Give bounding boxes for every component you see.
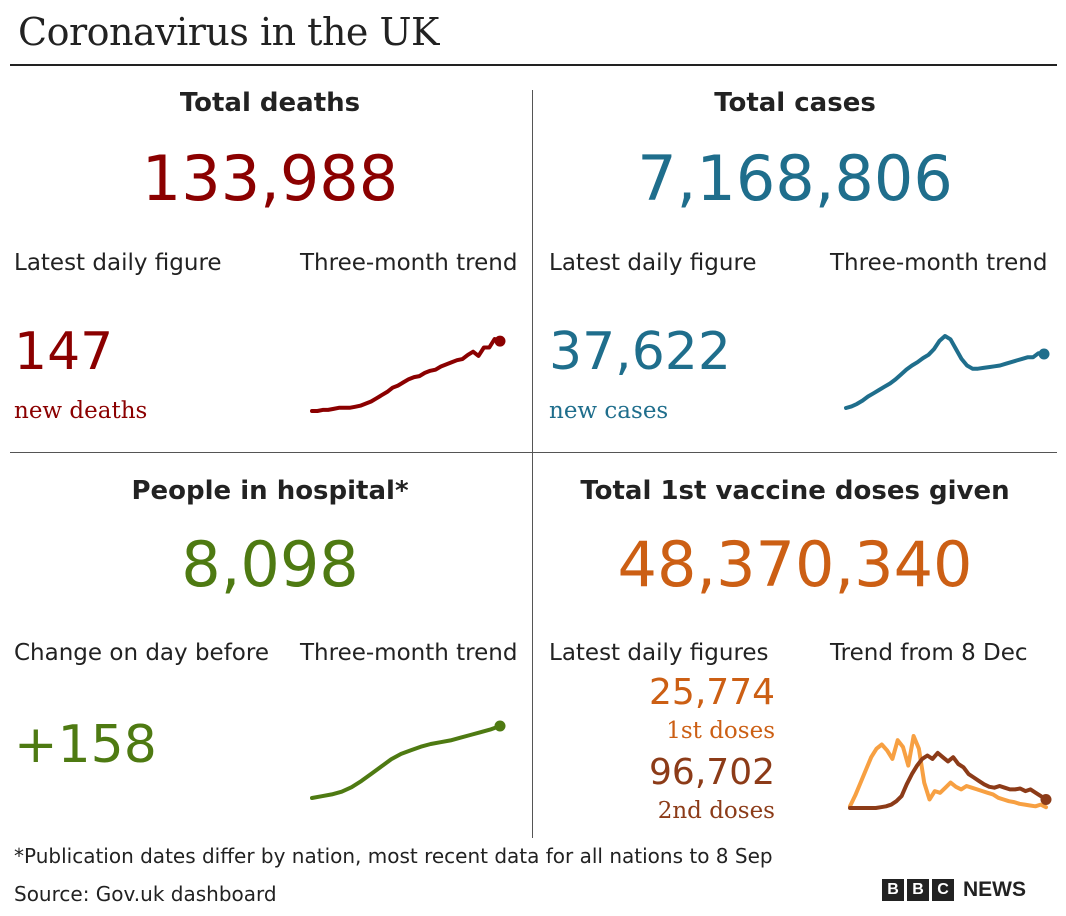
bbc-letter-b1: B [882, 879, 904, 901]
vaccine-trend-label: Trend from 8 Dec [830, 640, 1028, 666]
vaccine-second-value: 96,702 [649, 752, 775, 793]
horizontal-divider [10, 452, 1057, 453]
hospital-latest-label: Change on day before [14, 640, 269, 666]
deaths-trend-chart [310, 335, 506, 413]
deaths-total: 133,988 [141, 142, 399, 215]
deaths-latest-value: 147 [14, 322, 114, 382]
deaths-end-dot [494, 335, 506, 347]
cases-trend-label: Three-month trend [830, 250, 1048, 276]
cases-latest-unit: new cases [549, 398, 669, 424]
cases-total: 7,168,806 [637, 142, 953, 215]
cases-latest-label: Latest daily figure [549, 250, 757, 276]
hospital-trend-chart [310, 720, 506, 800]
cases-heading: Total cases [714, 88, 876, 118]
source-note: Source: Gov.uk dashboard [14, 882, 277, 906]
vaccine-first-unit: 1st doses [666, 718, 775, 744]
cases-series-line-0 [844, 334, 1046, 410]
deaths-latest-unit: new deaths [14, 398, 148, 424]
vaccine-heading: Total 1st vaccine doses given [580, 476, 1010, 506]
hospital-total: 8,098 [181, 528, 359, 601]
footnote: *Publication dates differ by nation, mos… [14, 844, 773, 868]
bbc-letter-b2: B [907, 879, 929, 901]
hospital-heading: People in hospital* [131, 476, 409, 506]
vaccine-latest-label: Latest daily figures [549, 640, 769, 666]
hospital-latest-value: +158 [14, 715, 157, 775]
title-rule [10, 64, 1057, 66]
hospital-trend-label: Three-month trend [300, 640, 518, 666]
vaccine-trend-chart [848, 734, 1052, 810]
deaths-trend-label: Three-month trend [300, 250, 518, 276]
vertical-divider [532, 90, 533, 838]
cases-end-dot [1038, 348, 1050, 360]
deaths-series-line-0 [310, 337, 502, 413]
vaccine-total: 48,370,340 [617, 528, 973, 601]
page-title: Coronavirus in the UK [18, 10, 439, 54]
deaths-latest-label: Latest daily figure [14, 250, 222, 276]
cases-trend-chart [844, 334, 1050, 410]
bbc-news-word: NEWS [963, 878, 1026, 901]
hospital-series-line-0 [310, 724, 502, 800]
vaccine-end-dot [1040, 794, 1052, 806]
cases-latest-value: 37,622 [549, 322, 731, 382]
vaccine-series-line-0 [848, 734, 1048, 810]
hospital-end-dot [494, 720, 506, 732]
vaccine-second-unit: 2nd doses [657, 798, 775, 824]
bbc-news-logo: B B C NEWS [882, 878, 1026, 902]
vaccine-series-line-1 [848, 750, 1048, 810]
bbc-letter-c: C [932, 879, 954, 901]
vaccine-first-value: 25,774 [649, 672, 775, 713]
deaths-heading: Total deaths [179, 88, 361, 118]
